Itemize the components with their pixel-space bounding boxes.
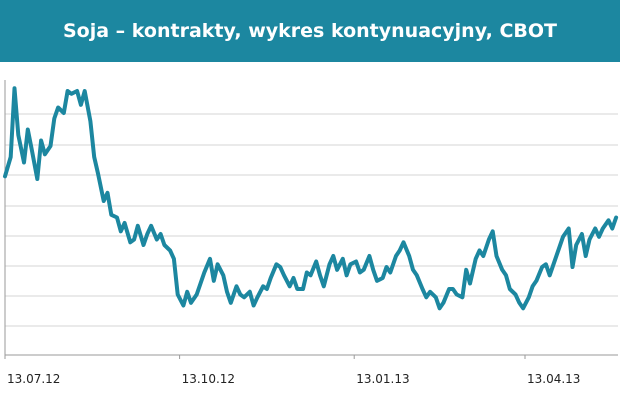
axes [4, 80, 618, 356]
x-tick-label-1: 13.07.12 [7, 372, 60, 386]
gridlines [5, 113, 618, 327]
series-layer [3, 86, 619, 311]
x-tick-labels: 13.07.12 13.10.12 13.01.13 13.04.13 [4, 355, 580, 386]
series-line-1 [3, 86, 619, 311]
x-tick-label-3: 13.01.13 [356, 372, 409, 386]
x-tick-label-2: 13.10.12 [182, 372, 235, 386]
chart-area: 13.07.12 13.10.12 13.01.13 13.04.13 [3, 80, 619, 386]
chart-title: Soja – kontrakty, wykres kontynuacyjny, … [62, 20, 557, 42]
x-tick-label-4: 13.04.13 [527, 372, 580, 386]
chart-title-bar: Soja – kontrakty, wykres kontynuacyjny, … [0, 0, 620, 62]
